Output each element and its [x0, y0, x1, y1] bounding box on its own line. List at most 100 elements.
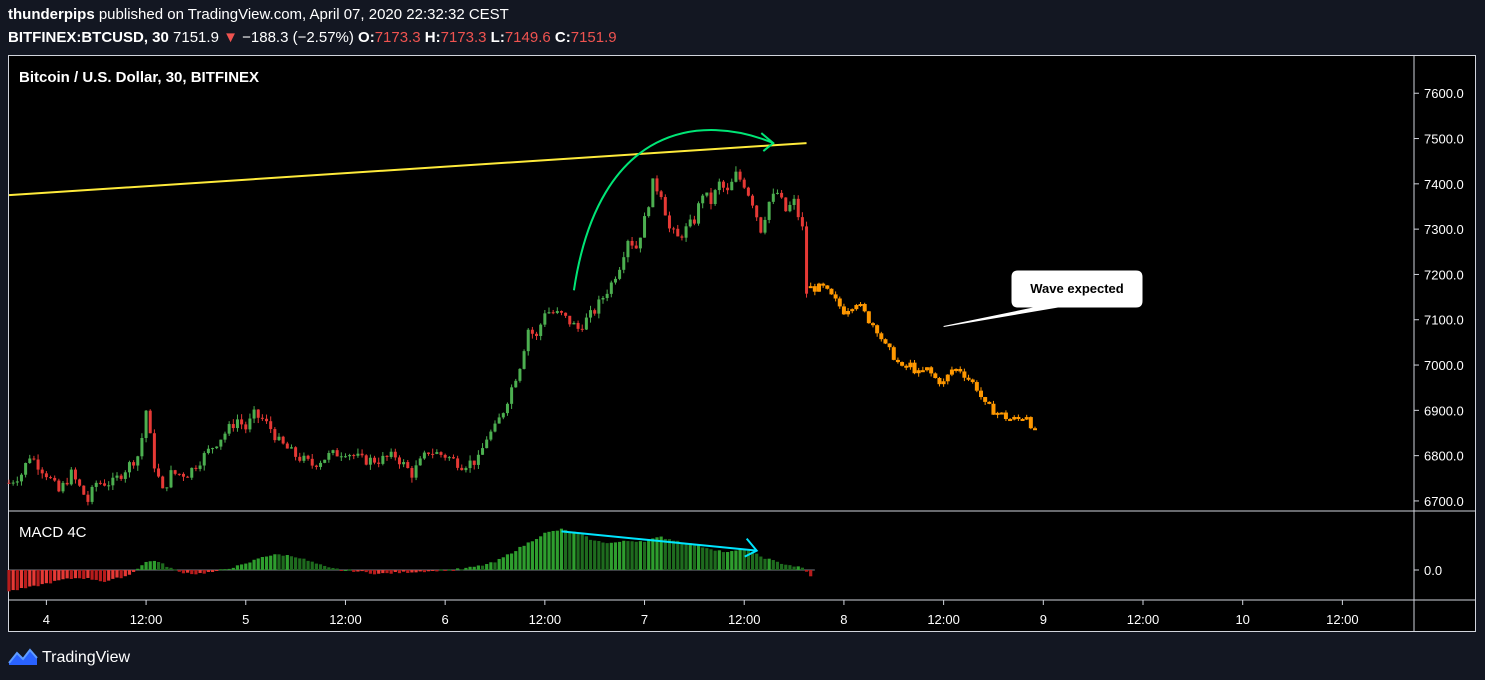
macd-bar [472, 566, 476, 570]
macd-bar [680, 542, 684, 570]
macd-bar [580, 534, 584, 570]
chart-frame[interactable] [8, 55, 1476, 632]
candle-body [348, 455, 352, 457]
candle-body [431, 453, 435, 455]
candle-body [144, 410, 148, 438]
candle-body [273, 429, 277, 441]
macd-bar [252, 559, 256, 570]
price-tick-label: 7100.0 [1424, 313, 1464, 328]
macd-bar [152, 560, 156, 570]
candle-body [248, 418, 252, 430]
macd-bar [576, 532, 580, 570]
open-label: O: [358, 29, 375, 46]
price-tick-label: 7300.0 [1424, 222, 1464, 237]
candle-body [302, 455, 306, 461]
projection-body [1028, 417, 1033, 429]
candle-body [173, 470, 177, 474]
candle-body [73, 469, 77, 480]
price-change: −188.3 (−2.57%) [242, 29, 354, 46]
candle-body [709, 192, 713, 204]
candle-body [601, 298, 605, 300]
macd-bar [480, 565, 485, 570]
candle-body [476, 454, 480, 465]
macd-bar [389, 570, 393, 574]
macd-bar [65, 570, 69, 579]
macd-bar [98, 570, 102, 582]
macd-bar [194, 570, 198, 575]
macd-bar [476, 565, 480, 570]
macd-bar [701, 547, 705, 570]
macd-bar [219, 569, 223, 571]
projection-body [875, 325, 880, 334]
macd-bar [688, 543, 692, 570]
candle-body [103, 483, 107, 486]
price-tick-label: 7400.0 [1424, 177, 1464, 192]
projection-body [945, 374, 950, 382]
macd-bar [69, 570, 73, 579]
projection-body [1033, 428, 1037, 431]
footer-brand[interactable]: TradingView [8, 646, 130, 670]
candle-body [580, 328, 584, 330]
price-tick-label: 7000.0 [1424, 358, 1464, 373]
macd-bar [206, 570, 210, 572]
macd-bar [588, 539, 593, 570]
candle-body [82, 485, 86, 495]
time-tick-label: 9 [1040, 612, 1047, 627]
candle-body [53, 477, 57, 481]
macd-bar [709, 549, 713, 570]
publish-info: thunderpips published on TradingView.com… [8, 6, 509, 23]
macd-bar [514, 551, 518, 570]
macd-bar [410, 570, 414, 573]
macd-bar [314, 563, 318, 570]
macd-bar [215, 570, 219, 571]
projection-body [1020, 419, 1025, 422]
macd-bar [539, 536, 543, 570]
macd-bar [796, 566, 800, 570]
candle-body [339, 456, 343, 458]
macd-bar [240, 564, 244, 570]
candle-body [427, 452, 431, 454]
macd-bar [235, 565, 240, 570]
candle-body [796, 198, 800, 218]
macd-bar [294, 557, 298, 570]
macd-bar [439, 569, 443, 571]
candle-body [24, 462, 28, 475]
candle-body [522, 351, 526, 369]
macd-bar [198, 570, 202, 574]
projection-body [891, 347, 896, 360]
candle-body [697, 203, 701, 224]
candle-body [422, 452, 426, 459]
projection-body [879, 333, 884, 340]
candle-body [11, 482, 15, 484]
macd-bar [210, 570, 215, 572]
candle-body [148, 410, 152, 434]
macd-bar [522, 545, 526, 570]
candle-body [626, 240, 630, 258]
macd-bar [543, 532, 547, 570]
macd-bar [547, 531, 551, 570]
projection-body [887, 343, 892, 348]
macd-bar [244, 563, 248, 570]
close-value: 7151.9 [570, 29, 617, 46]
macd-bar [489, 562, 493, 570]
candle-body [613, 278, 617, 283]
macd-bar [15, 570, 19, 591]
projection-body [958, 368, 963, 372]
macd-bar [177, 570, 181, 572]
macd-bar [717, 550, 721, 570]
projection-body [862, 304, 867, 312]
macd-bar [767, 558, 771, 570]
macd-bar [165, 566, 169, 570]
macd-bar [696, 544, 701, 570]
macd-bar [630, 541, 634, 570]
candle-body [298, 456, 302, 461]
projection-body [970, 379, 975, 383]
macd-bar [734, 550, 738, 570]
candle-body [672, 228, 676, 230]
projection-body [912, 362, 917, 374]
price-tick-label: 7200.0 [1424, 267, 1464, 282]
macd-bar [144, 561, 148, 570]
macd-bar [148, 561, 152, 570]
time-tick-label: 5 [242, 612, 249, 627]
